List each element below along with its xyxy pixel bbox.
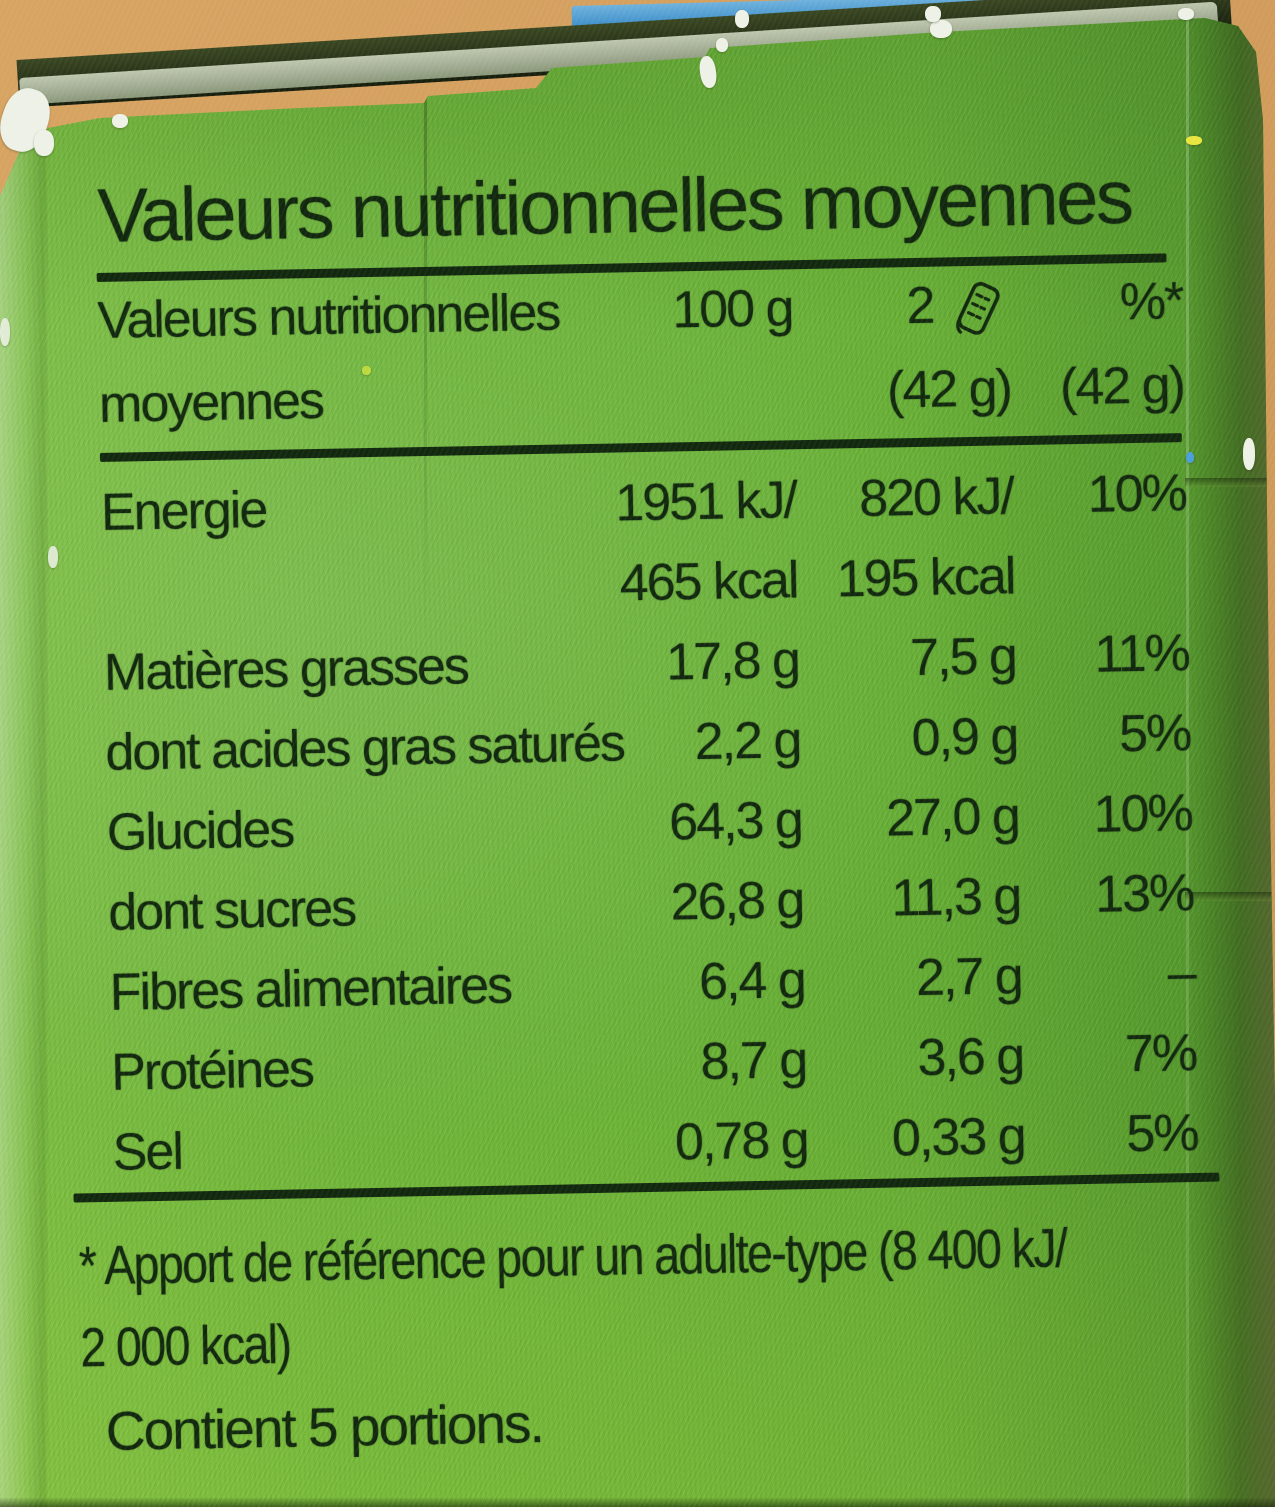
row-label: dont acides gras saturés [104,714,625,782]
value-per-100g: 0,78 g [674,1111,809,1172]
right-fold-notch [1185,478,1275,487]
header-label: Valeurs nutritionnelles [96,283,560,350]
nutrition-title: Valeurs nutritionnelles moyennes [96,155,1133,259]
row-label: Protéines [110,1040,314,1102]
left-fold-highlight [0,150,48,1507]
value-percent: 11% [1094,624,1190,684]
row-label: dont sucres [107,879,356,942]
torn-paper-speck [112,114,128,128]
reference-intake-note-line1: * Apport de référence pour un adulte-typ… [78,1216,1067,1297]
row-label: Energie [100,480,267,542]
value-per-100g: 26,8 g [670,871,804,932]
nutrition-table-body: Energie 1951 kJ/ 820 kJ/ 10% 465 kcal 19… [100,453,1198,1193]
header-percent-grams: (42 g) [1059,356,1185,417]
table-header-row: Valeurs nutritionnelles 100 g 2 %* [97,269,1183,353]
header-portion: 2 [792,272,1010,340]
empty-cell [568,362,794,426]
value-per-portion: 0,33 g [891,1107,1026,1168]
torn-paper-speck [1178,8,1194,20]
value-per-100g: 465 kcal [619,551,798,613]
right-fold-line [1186,20,1189,1507]
value-per-100g: 17,8 g [665,631,800,692]
row-label [102,544,573,633]
right-side-panel-shadow [1183,18,1275,1507]
torn-paper-speck [1243,438,1255,470]
reference-intake-note-line2: 2 000 kcal) [79,1312,291,1379]
value-per-portion: 2,7 g [915,947,1023,1008]
header-100g: 100 g [671,279,793,340]
value-percent: 5% [1118,704,1191,764]
torn-paper-speck [48,546,58,568]
torn-paper-speck [735,10,749,28]
portion-count: 2 [905,276,934,336]
value-per-100g: 6,4 g [698,951,806,1012]
value-percent: 5% [1125,1103,1199,1164]
value-per-portion: 11,3 g [890,867,1021,928]
torn-paper-speck [0,318,10,346]
torn-paper-speck [930,20,952,38]
bottom-box-edge [0,1498,1275,1507]
right-fold-notch [1185,892,1275,901]
value-per-portion: 27,0 g [885,787,1020,848]
value-percent: 10% [1087,464,1187,524]
blue-paint-fleck [1186,452,1194,463]
header-percent: %* [1119,272,1183,332]
torn-paper-speck [716,38,728,52]
value-percent: 10% [1093,784,1193,844]
bar-icon [956,281,1000,335]
value-per-100g: 64,3 g [668,791,803,852]
vertical-crease [424,96,427,636]
row-label: Fibres alimentaires [109,956,512,1022]
portions-note: Contient 5 portions. [105,1392,544,1463]
row-label: Matières grasses [103,637,469,702]
value-percent [1014,533,1188,616]
header-portion-grams: (42 g) [886,359,1012,420]
value-percent: – [1167,943,1196,1003]
torn-paper-speck [925,6,941,22]
yellow-paint-fleck [1186,136,1202,145]
value-per-portion: 820 kJ/ [858,467,1014,529]
yellow-paint-fleck [362,366,371,375]
table-header-row-2: moyennes (42 g) (42 g) [98,355,1185,435]
value-percent: 13% [1094,864,1194,924]
value-per-100g: 8,7 g [699,1031,807,1092]
value-per-portion: 7,5 g [909,627,1017,688]
value-percent: 7% [1124,1023,1197,1084]
row-label: Glucides [106,800,294,862]
value-per-100g: 1951 kJ/ [614,471,797,533]
value-per-100g: 2,2 g [694,711,801,772]
value-per-portion: 195 kcal [836,547,1015,609]
value-per-portion: 3,6 g [916,1027,1024,1088]
nutrition-label: Valeurs nutritionnelles moyennes Valeurs… [73,155,1220,1505]
row-label: Sel [112,1122,183,1182]
torn-paper-speck [34,130,54,156]
value-per-portion: 0,9 g [911,707,1018,768]
header-label-line2: moyennes [98,371,324,434]
